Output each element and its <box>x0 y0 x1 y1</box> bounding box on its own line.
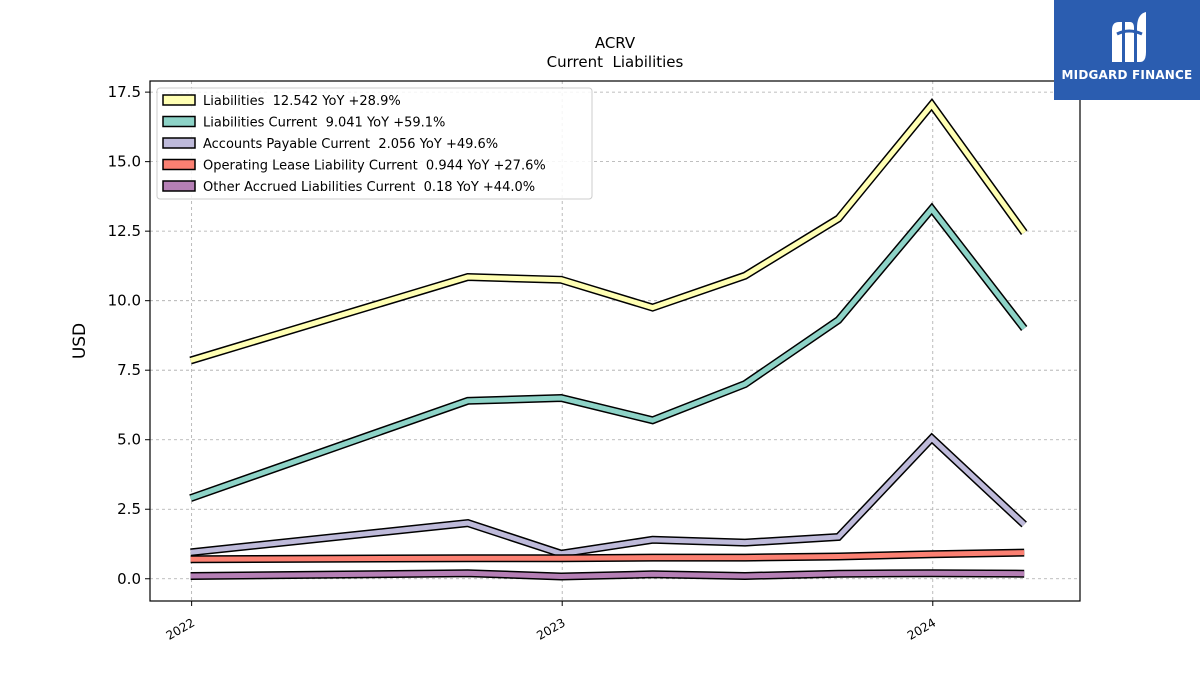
legend-box <box>156 87 593 200</box>
series-stroke <box>190 570 1025 580</box>
legend-label: Operating Lease Liability Current 0.944 … <box>203 159 546 174</box>
series-stroke <box>189 100 1027 363</box>
y-tick-label: 7.5 <box>117 361 141 379</box>
plot-frame <box>149 80 1081 602</box>
y-tick-label: 10.0 <box>108 292 141 310</box>
legend-item: Other Accrued Liabilities Current 0.18 Y… <box>162 180 535 195</box>
legend-swatch <box>162 158 196 171</box>
y-tick-label: 12.5 <box>108 222 141 240</box>
series-stroke <box>190 550 1025 562</box>
legend-swatch <box>162 94 196 106</box>
legend-label: Accounts Payable Current 2.056 YoY +49.6… <box>203 137 498 152</box>
series-line-1 <box>189 202 1028 502</box>
series-line-4 <box>190 569 1025 581</box>
midgard-m-logo-icon <box>1112 12 1146 62</box>
legend-item: Liabilities 12.542 YoY +28.9% <box>162 94 401 109</box>
legend-item: Operating Lease Liability Current 0.944 … <box>162 158 546 174</box>
legend-label: Other Accrued Liabilities Current 0.18 Y… <box>203 180 535 195</box>
chart-title: ACRV <box>595 34 636 52</box>
x-tick-label: 2024 <box>905 615 938 642</box>
series-stroke <box>190 434 1026 557</box>
legend-label: Liabilities 12.542 YoY +28.9% <box>203 94 401 109</box>
series-layer <box>189 98 1028 581</box>
chart-subtitle: Current Liabilities <box>547 53 684 71</box>
x-tick-label: 2022 <box>164 615 197 642</box>
legend-label: Liabilities Current 9.041 YoY +59.1% <box>203 116 445 131</box>
y-tick-label: 2.5 <box>117 500 141 518</box>
brand-logo: MIDGARD FINANCE <box>1054 0 1200 100</box>
legend-item: Liabilities Current 9.041 YoY +59.1% <box>162 115 445 131</box>
y-tick-label: 0.0 <box>117 570 141 588</box>
legend-item: Accounts Payable Current 2.056 YoY +49.6… <box>162 137 498 152</box>
y-tick-label: 5.0 <box>117 431 141 449</box>
y-tick-label: 17.5 <box>108 83 141 101</box>
y-axis-label: USD <box>70 323 90 359</box>
x-tick-label: 2023 <box>534 615 567 642</box>
legend-swatch <box>162 180 196 192</box>
series-line-0 <box>189 98 1028 365</box>
legend-swatch <box>162 137 196 149</box>
legend-swatch <box>162 115 196 128</box>
y-tick-label: 15.0 <box>108 153 141 171</box>
series-line-3 <box>190 548 1025 564</box>
brand-name: MIDGARD FINANCE <box>1061 68 1193 82</box>
legend: Liabilities 12.542 YoY +28.9% Liabilities… <box>156 87 593 200</box>
series-line-2 <box>190 432 1027 558</box>
series-stroke <box>189 204 1027 501</box>
